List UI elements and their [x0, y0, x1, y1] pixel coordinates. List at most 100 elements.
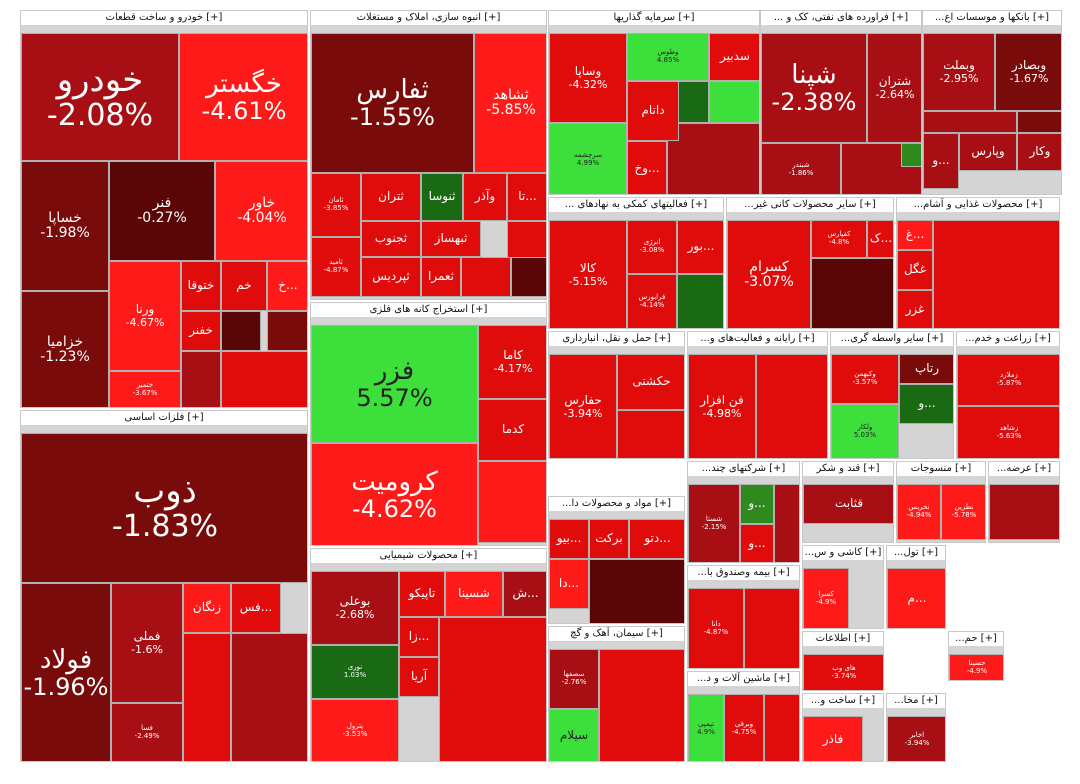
- stock-tile-unlabeled[interactable]: [267, 311, 307, 351]
- stock-tile[interactable]: حکشتی: [617, 354, 684, 410]
- stock-tile[interactable]: ثبهساز: [421, 221, 481, 257]
- stock-tile[interactable]: فرابورس -4.14%: [627, 274, 677, 328]
- stock-tile[interactable]: شسینا: [445, 571, 503, 617]
- stock-tile[interactable]: اخابر -3.94%: [887, 716, 945, 761]
- stock-tile[interactable]: کالا -5.15%: [549, 220, 627, 328]
- stock-tile[interactable]: ثنوسا: [421, 173, 463, 221]
- stock-tile-unlabeled[interactable]: [901, 143, 921, 167]
- stock-tile[interactable]: دانا -4.87%: [688, 588, 744, 668]
- stock-tile[interactable]: ثشاهد -5.85%: [474, 33, 546, 173]
- stock-tile[interactable]: انرژی -3.08%: [627, 220, 677, 274]
- sector-header[interactable]: [+] فلزات اساسی: [21, 411, 307, 425]
- stock-tile-unlabeled[interactable]: [507, 221, 546, 261]
- stock-tile[interactable]: شبندر -1.86%: [761, 143, 841, 194]
- stock-tile-unlabeled[interactable]: [709, 81, 759, 123]
- stock-tile[interactable]: ولکار 5.03%: [831, 404, 899, 458]
- stock-tile-unlabeled[interactable]: [221, 351, 307, 407]
- stock-tile-unlabeled[interactable]: [183, 633, 231, 761]
- stock-tile[interactable]: ورنا -4.67%: [109, 261, 181, 371]
- stock-tile[interactable]: فاذر: [803, 716, 863, 761]
- stock-tile-unlabeled[interactable]: [744, 588, 799, 668]
- stock-tile[interactable]: ختمیر -3.67%: [109, 371, 181, 407]
- stock-tile[interactable]: کاما -4.17%: [478, 325, 546, 399]
- stock-tile[interactable]: وبملت -2.95%: [923, 33, 995, 111]
- stock-tile[interactable]: سصفها -2.76%: [549, 649, 599, 709]
- stock-tile[interactable]: خزامیا -1.23%: [21, 291, 109, 407]
- stock-tile-unlabeled[interactable]: [923, 111, 1017, 133]
- sector-header[interactable]: [+] بانکها و موسسات اع...: [923, 11, 1061, 25]
- sector-header[interactable]: [+] فعالیتهای کمکی به نهادهای ...: [549, 198, 723, 212]
- stock-tile[interactable]: زشاهد -5.63%: [957, 406, 1059, 458]
- sector-header[interactable]: [+] کاشی و س...: [803, 546, 883, 560]
- sector-header[interactable]: [+] سایر محصولات کانی غیر...: [727, 198, 893, 212]
- stock-tile[interactable]: کسرا -4.9%: [803, 568, 849, 628]
- sector-header[interactable]: [+] استخراج کانه های فلزی: [311, 303, 546, 317]
- stock-tile[interactable]: کرومیت -4.62%: [311, 443, 478, 545]
- sector-header[interactable]: [+] سرمایه گذاریها: [549, 11, 759, 25]
- stock-tile[interactable]: دتو...: [629, 519, 684, 559]
- stock-tile-unlabeled[interactable]: [989, 484, 1059, 540]
- stock-tile-unlabeled[interactable]: [774, 484, 799, 562]
- stock-tile[interactable]: سدبیر: [709, 33, 759, 81]
- stock-tile-unlabeled[interactable]: [764, 694, 799, 761]
- stock-tile[interactable]: م...: [887, 568, 945, 628]
- stock-tile[interactable]: ش...: [503, 571, 546, 617]
- stock-tile-unlabeled[interactable]: [667, 123, 759, 194]
- stock-tile[interactable]: غگل: [897, 250, 933, 290]
- stock-tile[interactable]: وکار: [1017, 133, 1061, 171]
- stock-tile[interactable]: وآذر: [463, 173, 507, 221]
- stock-tile[interactable]: قثابت: [803, 484, 893, 524]
- stock-tile[interactable]: ثتران: [361, 173, 421, 221]
- stock-tile[interactable]: زنگان: [183, 583, 231, 633]
- stock-tile[interactable]: نطرین -5.78%: [941, 484, 985, 540]
- sector-header[interactable]: [+] رایانه و فعالیت‌های و...: [688, 332, 827, 346]
- stock-tile[interactable]: پترول -3.53%: [311, 699, 399, 761]
- stock-tile-unlabeled[interactable]: [511, 257, 546, 297]
- sector-header[interactable]: [+] ماشین آلات و د...: [688, 672, 799, 686]
- stock-tile[interactable]: بیو...: [549, 519, 589, 559]
- stock-tile[interactable]: فسا -2.49%: [111, 703, 183, 761]
- stock-tile[interactable]: حسینا -4.9%: [949, 654, 1003, 680]
- stock-tile-unlabeled[interactable]: [221, 311, 261, 351]
- stock-tile[interactable]: فزر 5.57%: [311, 325, 478, 443]
- stock-tile-unlabeled[interactable]: [439, 617, 546, 761]
- sector-header[interactable]: [+] اطلاعات: [803, 632, 883, 646]
- stock-tile[interactable]: و...: [923, 133, 959, 189]
- stock-tile[interactable]: زا...: [399, 617, 439, 657]
- stock-tile[interactable]: ثامید -4.87%: [311, 237, 361, 297]
- sector-header[interactable]: [+] منسوجات: [897, 462, 985, 476]
- stock-tile-unlabeled[interactable]: [677, 274, 723, 328]
- sector-header[interactable]: [+] سیمان، آهک و گچ: [549, 627, 684, 641]
- stock-tile[interactable]: غزر: [897, 290, 933, 328]
- stock-tile[interactable]: رتاپ: [899, 354, 953, 384]
- stock-tile-unlabeled[interactable]: [617, 410, 684, 458]
- stock-tile[interactable]: شتران -2.64%: [867, 33, 921, 143]
- sector-header[interactable]: [+] قند و شکر: [803, 462, 893, 476]
- stock-tile[interactable]: غ...: [897, 220, 933, 250]
- stock-tile-unlabeled[interactable]: [1017, 111, 1061, 133]
- stock-tile[interactable]: خ...: [267, 261, 307, 311]
- stock-tile[interactable]: زملارد -5.87%: [957, 354, 1059, 406]
- stock-tile[interactable]: وپارس: [959, 133, 1017, 171]
- stock-tile[interactable]: کسرام -3.07%: [727, 220, 811, 328]
- stock-tile[interactable]: کفپارس -4.8%: [811, 220, 867, 258]
- sector-header[interactable]: [+] عرضه...: [989, 462, 1059, 476]
- stock-tile[interactable]: ثپردیس: [361, 257, 421, 297]
- stock-tile[interactable]: خم: [221, 261, 267, 311]
- stock-tile[interactable]: بور...: [677, 220, 723, 274]
- stock-tile[interactable]: وبصادر -1.67%: [995, 33, 1061, 111]
- stock-tile[interactable]: شستا -2.15%: [688, 484, 740, 562]
- stock-tile[interactable]: فنر -0.27%: [109, 161, 215, 261]
- sector-header[interactable]: [+] مخا...: [887, 694, 945, 708]
- sector-header[interactable]: [+] انبوه سازی، املاک و مستغلات: [311, 11, 546, 25]
- sector-header[interactable]: [+] محصولات شیمیایی: [311, 549, 546, 563]
- sector-header[interactable]: [+] سایر واسطه گری...: [831, 332, 953, 346]
- stock-tile-unlabeled[interactable]: [181, 351, 221, 407]
- sector-header[interactable]: [+] خودرو و ساخت قطعات: [21, 11, 307, 25]
- sector-header[interactable]: [+] زراعت و خدم...: [957, 332, 1059, 346]
- stock-tile[interactable]: فملی -1.6%: [111, 583, 183, 703]
- stock-tile-unlabeled[interactable]: [599, 649, 684, 761]
- stock-tile[interactable]: شپنا -2.38%: [761, 33, 867, 143]
- stock-tile[interactable]: خگستر -4.61%: [179, 33, 307, 161]
- sector-header[interactable]: [+] ساخت و...: [803, 694, 883, 708]
